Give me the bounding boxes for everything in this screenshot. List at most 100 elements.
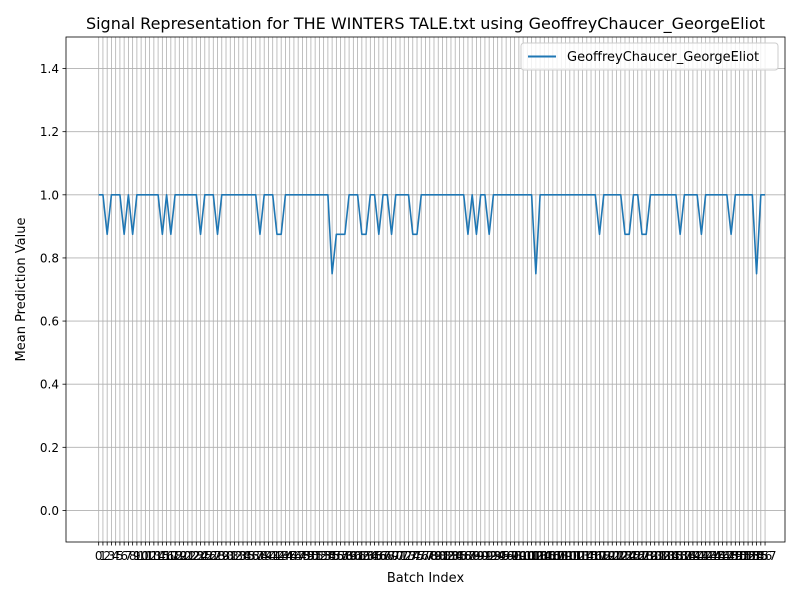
x-tick-label: 43 [274, 549, 289, 563]
x-tick-label: 32 [227, 549, 242, 563]
x-tick-label: 3 [108, 549, 116, 563]
x-tick-label: 112 [563, 549, 586, 563]
x-tick-label: 114 [571, 549, 594, 563]
x-tick-label: 145 [703, 549, 726, 563]
x-tick-label: 96 [499, 549, 514, 563]
y-tick-label: 1.0 [40, 188, 59, 202]
x-tick-label: 129 [635, 549, 658, 563]
x-tick-label: 146 [707, 549, 730, 563]
x-tick-label: 122 [605, 549, 628, 563]
x-tick-label: 34 [235, 549, 250, 563]
x-tick-label: 64 [363, 549, 378, 563]
x-tick-label: 143 [694, 549, 717, 563]
x-tick-label: 1 [99, 549, 107, 563]
x-tick-label: 15 [155, 549, 170, 563]
x-tick-label: 100 [512, 549, 535, 563]
x-tick-label: 37 [248, 549, 263, 563]
x-tick-label: 61 [350, 549, 365, 563]
x-tick-label: 58 [337, 549, 352, 563]
x-tick-label: 135 [660, 549, 683, 563]
x-tick-label: 27 [206, 549, 221, 563]
x-tick-label: 13 [146, 549, 161, 563]
x-tick-label: 149 [720, 549, 743, 563]
x-tick-label: 28 [210, 549, 225, 563]
x-tick-label: 119 [592, 549, 615, 563]
y-tick-label: 0.8 [40, 251, 59, 265]
x-tick-label: 120 [597, 549, 620, 563]
x-tick-label: 130 [639, 549, 662, 563]
x-tick-label: 140 [681, 549, 704, 563]
x-tick-label: 2 [103, 549, 111, 563]
x-tick-label: 148 [715, 549, 738, 563]
y-tick-label: 1.4 [40, 62, 59, 76]
x-tick-label: 77 [418, 549, 433, 563]
x-tick-label: 79 [426, 549, 441, 563]
x-tick-label: 40 [261, 549, 276, 563]
x-tick-label: 111 [558, 549, 581, 563]
x-tick-label: 134 [656, 549, 679, 563]
x-tick-label: 51 [308, 549, 323, 563]
x-tick-label: 150 [724, 549, 747, 563]
x-tick-label: 53 [316, 549, 331, 563]
x-tick-label: 25 [197, 549, 212, 563]
x-tick-label: 69 [384, 549, 399, 563]
x-tick-label: 155 [745, 549, 768, 563]
x-tick-label: 88 [465, 549, 480, 563]
x-tick-label: 113 [567, 549, 590, 563]
x-tick-label: 71 [392, 549, 407, 563]
x-tick-label: 9 [133, 549, 141, 563]
x-tick-label: 82 [439, 549, 454, 563]
x-tick-label: 56 [329, 549, 344, 563]
x-tick-label: 153 [737, 549, 760, 563]
x-tick-label: 46 [286, 549, 301, 563]
x-tick-label: 81 [435, 549, 450, 563]
x-tick-label: 121 [601, 549, 624, 563]
x-tick-label: 106 [537, 549, 560, 563]
x-tick-label: 94 [490, 549, 505, 563]
x-tick-label: 70 [388, 549, 403, 563]
x-tick-label: 52 [312, 549, 327, 563]
x-axis-label: Batch Index [387, 571, 465, 586]
x-tick-label: 8 [129, 549, 137, 563]
x-tick-label: 80 [431, 549, 446, 563]
grid-lines [66, 37, 785, 542]
x-tick-label: 128 [631, 549, 654, 563]
x-tick-label: 22 [184, 549, 199, 563]
x-tick-label: 72 [397, 549, 412, 563]
x-tick-label: 126 [622, 549, 645, 563]
x-tick-label: 55 [324, 549, 339, 563]
x-tick-label: 123 [609, 549, 632, 563]
x-tick-label: 84 [448, 549, 463, 563]
x-tick-label: 115 [575, 549, 598, 563]
x-tick-label: 74 [405, 549, 420, 563]
x-tick-label: 67 [375, 549, 390, 563]
x-tick-label: 127 [626, 549, 649, 563]
x-tick-label: 131 [643, 549, 666, 563]
x-tick-label: 90 [473, 549, 488, 563]
x-tick-label: 6 [120, 549, 128, 563]
x-tick-label: 26 [201, 549, 216, 563]
x-tick-label: 98 [507, 549, 522, 563]
x-tick-label: 110 [554, 549, 577, 563]
x-tick-label: 21 [180, 549, 195, 563]
x-tick-label: 138 [673, 549, 696, 563]
x-tick-label: 16 [159, 549, 174, 563]
x-tick-label: 133 [652, 549, 675, 563]
x-tick-label: 75 [409, 549, 424, 563]
x-tick-label: 48 [295, 549, 310, 563]
x-tick-label: 50 [303, 549, 318, 563]
x-tick-label: 99 [511, 549, 526, 563]
y-tick-label: 1.2 [40, 125, 59, 139]
y-tick-label: 0.0 [40, 504, 59, 518]
x-tick-label: 105 [533, 549, 556, 563]
x-tick-label: 124 [614, 549, 637, 563]
x-tick-label: 139 [677, 549, 700, 563]
x-tick-label: 154 [741, 549, 764, 563]
x-tick-label: 156 [749, 549, 772, 563]
x-tick-label: 44 [278, 549, 293, 563]
legend: GeoffreyChaucer_GeorgeEliot [520, 42, 779, 71]
x-tick-label: 92 [482, 549, 497, 563]
x-tick-label: 29 [214, 549, 229, 563]
x-tick-label: 31 [223, 549, 238, 563]
x-tick-label: 151 [728, 549, 751, 563]
